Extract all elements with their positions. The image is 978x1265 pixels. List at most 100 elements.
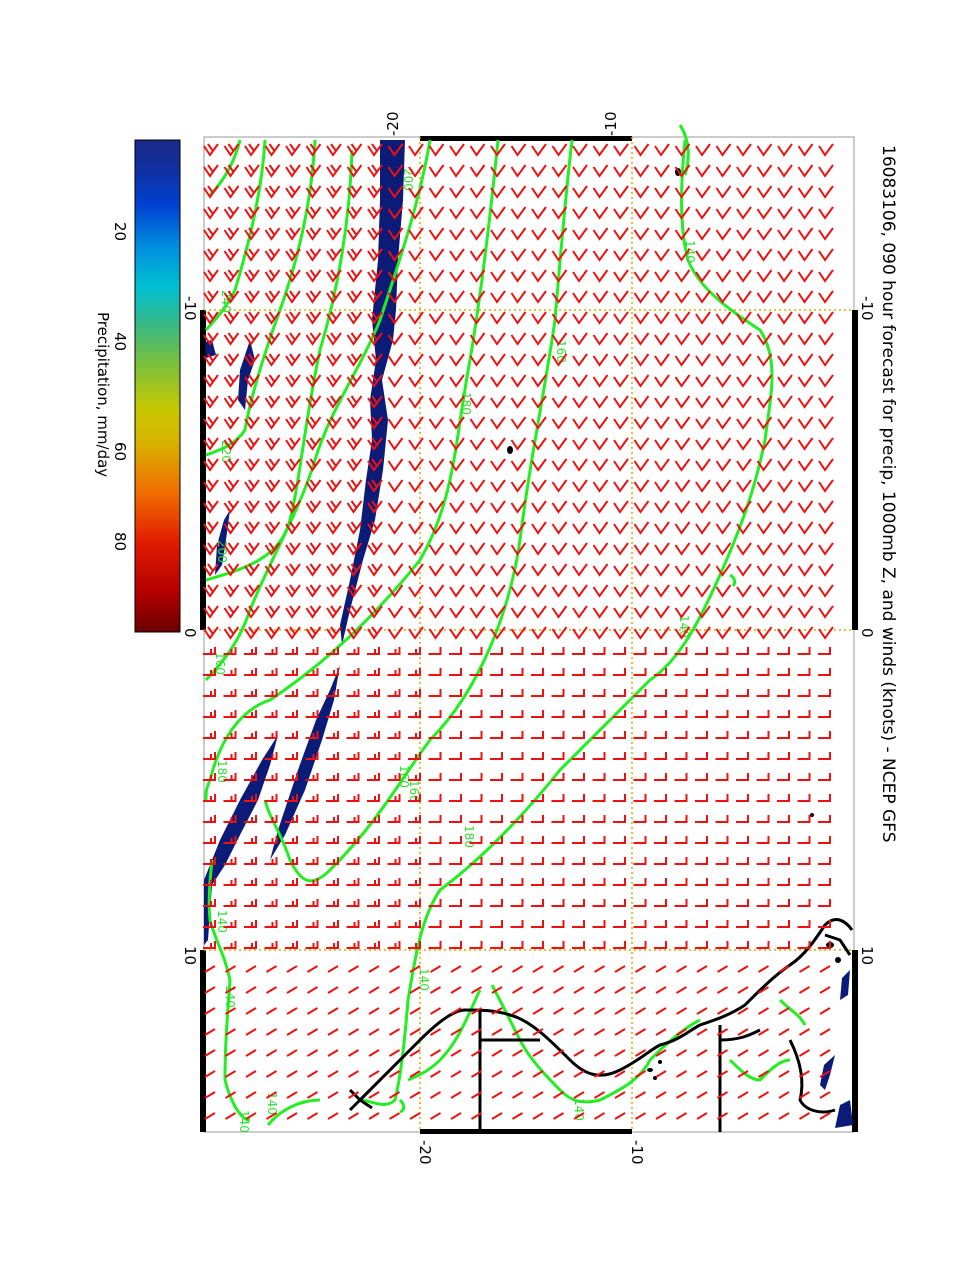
wind-barb: [819, 1028, 831, 1036]
wind-barb: [286, 965, 298, 973]
wind-barb: [244, 710, 257, 718]
wind-barb: [326, 437, 342, 451]
colorbar-label: Precipitation, mm/day: [94, 312, 112, 477]
wind-barb: [757, 986, 770, 994]
wind-barb: [736, 185, 752, 199]
wind-barb: [490, 815, 503, 823]
wind-barb: [428, 815, 442, 823]
wind-barb: [551, 584, 568, 598]
wind-barb: [654, 311, 670, 325]
wind-barb: [265, 1070, 278, 1078]
wind-barb: [305, 794, 319, 802]
wind-barb: [716, 1070, 729, 1078]
wind-barb: [408, 143, 424, 157]
axis-bar-bottom: [420, 1129, 632, 1134]
wind-barb: [367, 164, 383, 178]
wind-barb: [387, 920, 401, 928]
wind-barb: [532, 1070, 544, 1078]
wind-barb: [593, 986, 606, 994]
wind-barb: [285, 752, 298, 760]
wind-barb: [510, 878, 524, 886]
wind-barb: [408, 857, 421, 865]
wind-barb: [408, 248, 424, 262]
wind-barb: [429, 965, 442, 973]
wind-barb: [552, 1091, 565, 1099]
wind-barb: [572, 563, 588, 577]
wind-barb: [654, 143, 670, 157]
wind-barb: [613, 857, 626, 865]
wind-barb: [346, 227, 363, 241]
wind-barb: [736, 605, 752, 619]
wind-barb: [511, 1070, 524, 1078]
wind-barb: [449, 458, 465, 472]
wind-barb: [654, 374, 670, 388]
wind-barb: [244, 668, 257, 676]
wind-barb: [223, 143, 240, 157]
wind-barb: [715, 815, 729, 823]
wind-barb: [777, 395, 793, 409]
wind-barb: [696, 1112, 708, 1120]
wind-barb: [674, 374, 691, 388]
wind-barb: [552, 1049, 565, 1057]
wind-barb: [756, 626, 773, 640]
wind-barb: [797, 374, 814, 388]
wind-barb: [674, 626, 691, 640]
wind-barb: [510, 416, 527, 430]
wind-barb: [797, 479, 814, 493]
wind-barb: [428, 416, 445, 430]
wind-barb: [449, 731, 462, 739]
wind-barb: [715, 542, 732, 556]
wind-barb: [674, 248, 691, 262]
wind-barb: [531, 941, 544, 949]
wind-barb: [613, 500, 629, 514]
wind-barb: [798, 1112, 811, 1120]
wind-barb: [633, 899, 647, 907]
wind-barb: [490, 920, 503, 928]
wind-barb: [654, 185, 670, 199]
wind-barb: [223, 500, 240, 514]
wind-barb: [736, 500, 752, 514]
contour-label: 160: [213, 652, 227, 675]
wind-barb: [469, 248, 486, 262]
wind-barb: [326, 374, 342, 388]
wind-barb: [551, 437, 568, 451]
wind-barb: [223, 710, 237, 718]
wind-barb: [633, 374, 650, 388]
wind-barb: [613, 206, 629, 220]
wind-barb: [223, 395, 240, 409]
wind-barb: [592, 416, 609, 430]
wind-barb: [551, 836, 565, 844]
wind-barb: [469, 521, 486, 535]
wind-barb: [408, 353, 424, 367]
wind-barb: [654, 836, 667, 844]
wind-barb: [264, 668, 278, 676]
wind-barb: [367, 521, 383, 535]
wind-barb: [695, 773, 708, 781]
wind-barb: [223, 647, 237, 655]
wind-barb: [818, 773, 831, 781]
wind-barb: [551, 206, 568, 220]
wind-barb: [305, 248, 322, 262]
wind-barb: [756, 668, 770, 676]
colorbar-ticks: 20 40 60 80: [111, 222, 129, 551]
wind-barb: [633, 563, 650, 577]
wind-barb: [818, 794, 831, 802]
wind-barb: [551, 710, 565, 718]
wind-barb: [777, 437, 793, 451]
wind-barb: [675, 1112, 688, 1120]
wind-barb: [265, 1091, 278, 1099]
wind-barb: [346, 206, 363, 220]
wind-barb: [428, 521, 445, 535]
wind-barb: [613, 689, 626, 697]
wind-barb: [285, 164, 301, 178]
wind-barb: [510, 290, 527, 304]
wind-barb: [736, 773, 749, 781]
wind-barb: [654, 332, 670, 346]
lon-tick-label: -10: [181, 296, 199, 321]
wind-barb: [223, 731, 237, 739]
wind-barb: [203, 836, 216, 844]
wind-barb: [654, 248, 670, 262]
wind-barb: [223, 920, 237, 928]
wind-barb: [572, 605, 588, 619]
wind-barb: [572, 374, 588, 388]
